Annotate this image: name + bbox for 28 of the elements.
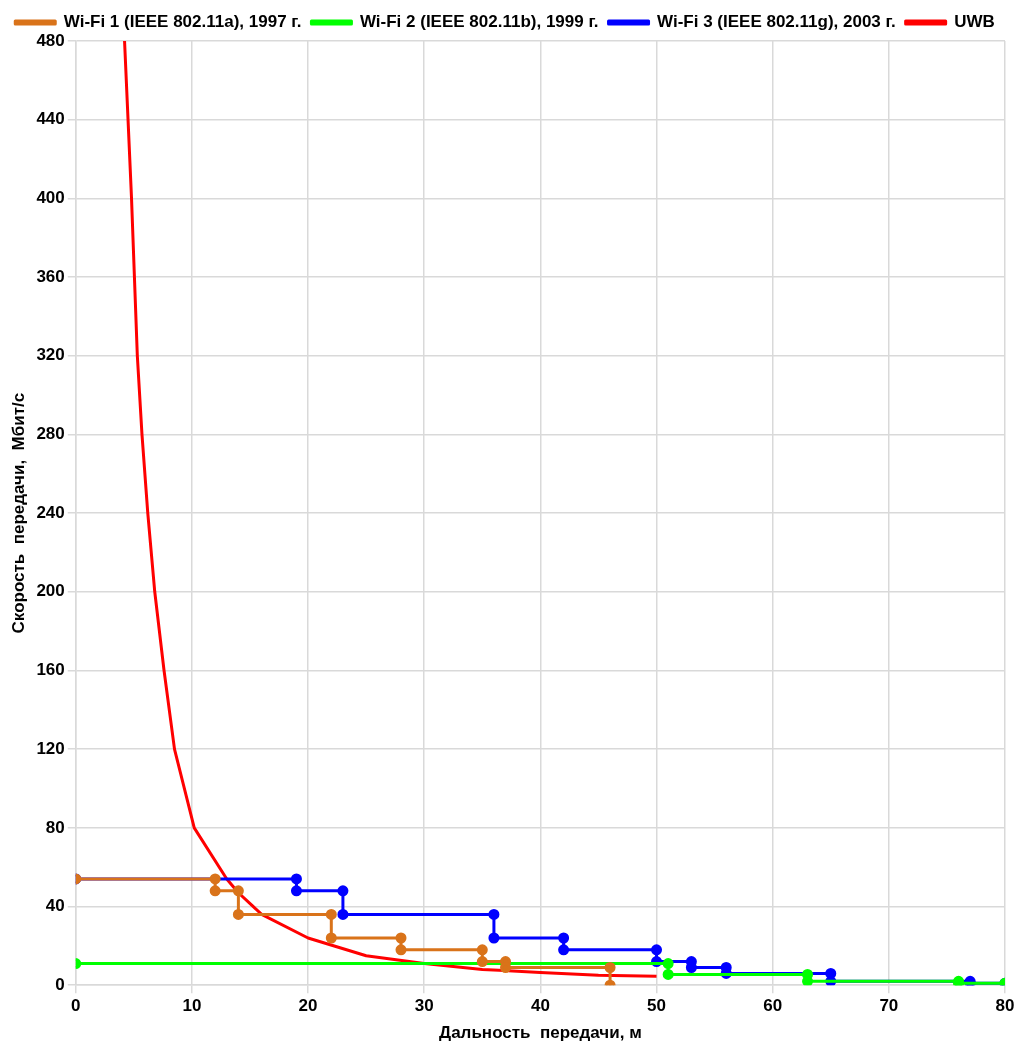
x-tick-label: 10	[182, 996, 202, 1016]
x-tick-label: 20	[298, 996, 318, 1016]
y-tick-label: 360	[36, 266, 65, 286]
x-tick-label: 50	[647, 996, 666, 1016]
y-tick-label: 0	[55, 974, 65, 994]
y-tick-label: 440	[36, 109, 65, 129]
x-tick-label: 80	[995, 996, 1015, 1016]
x-tick-label: 60	[763, 996, 783, 1016]
y-tick-label: 480	[36, 30, 65, 50]
y-axis-title: Скорость передачи, Мбит/с	[8, 392, 28, 634]
y-tick-label: 80	[45, 817, 65, 837]
y-tick-label: 240	[36, 502, 65, 522]
y-tick-label: 200	[36, 581, 65, 601]
x-tick-label: 70	[879, 996, 899, 1016]
legend-label: Wi-Fi 2 (IEEE 802.11b), 1999 г.	[359, 12, 599, 32]
x-tick-label: 30	[414, 996, 434, 1016]
x-axis-title: Дальность передачи, м	[439, 1023, 642, 1043]
legend-label: UWB	[954, 12, 995, 32]
y-tick-label: 400	[36, 188, 65, 208]
y-tick-label: 40	[45, 896, 65, 916]
y-tick-label: 160	[36, 660, 65, 680]
legend-label: Wi-Fi 1 (IEEE 802.11a), 1997 г.	[63, 12, 302, 32]
x-tick-label: 0	[71, 996, 81, 1016]
y-tick-label: 320	[36, 345, 65, 365]
y-tick-label: 280	[36, 424, 65, 444]
x-tick-label: 40	[530, 996, 550, 1016]
y-tick-label: 120	[36, 738, 65, 758]
legend-label: Wi-Fi 3 (IEEE 802.11g), 2003 г.	[657, 12, 896, 32]
